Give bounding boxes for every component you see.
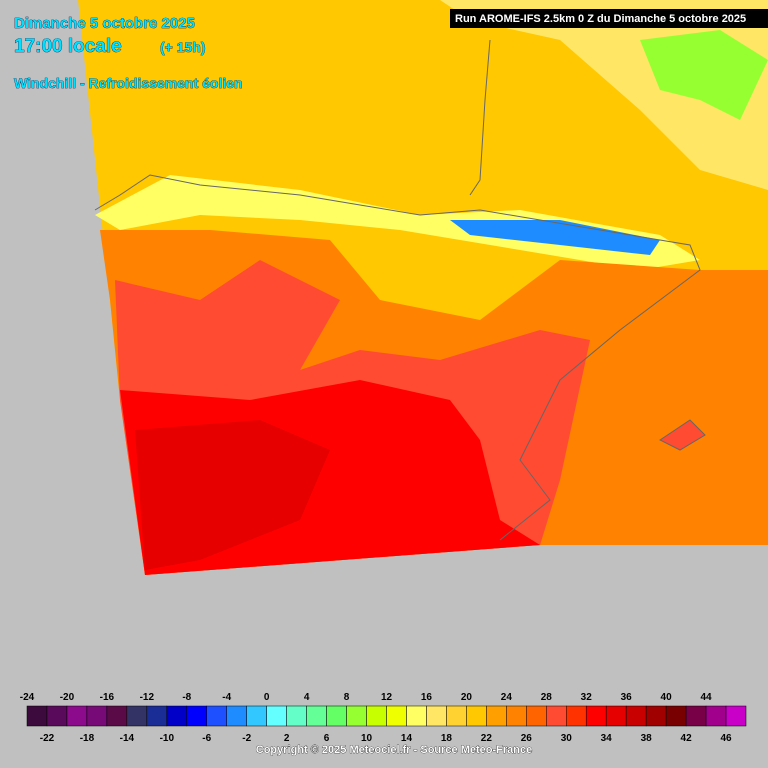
pyrenees-band [95,175,700,270]
color-label: -2 [242,733,251,744]
color-box [506,705,527,727]
color-box [426,705,447,727]
color-box [26,705,48,727]
color-label: 36 [621,692,633,703]
color-box [146,705,168,727]
color-label: 38 [641,733,653,744]
color-box [605,705,627,727]
run-box [450,9,768,28]
color-box [246,705,267,727]
coastline [94,174,701,541]
color-label: -20 [60,692,75,703]
time: 17:00 locale [14,36,122,57]
color-box [86,705,108,727]
color-label: 26 [521,733,533,744]
color-label: 32 [581,692,593,703]
color-box [705,705,727,727]
alps-cool [640,30,768,120]
color-label: -6 [202,733,211,744]
color-label: 16 [421,692,433,703]
andalusia [135,420,330,570]
copyright: Copyright © 2025 Meteociel.fr - Source M… [256,744,532,756]
color-box [386,705,407,727]
color-label: -8 [182,692,191,703]
color-label: 2 [284,733,290,744]
color-box [226,705,247,727]
color-box [625,705,647,727]
color-label: 22 [481,733,493,744]
color-box [286,705,307,727]
color-box [346,705,367,727]
color-label: 30 [561,733,573,744]
color-box [585,705,607,727]
lead: (+ 15h) [160,39,206,55]
color-box [446,705,467,727]
color-box [466,705,487,727]
color-box [166,705,188,727]
color-box [406,705,427,727]
color-box [546,705,567,727]
color-box [206,705,227,727]
color-box [366,705,387,727]
island [659,419,706,451]
color-box [725,705,747,727]
color-label: -14 [120,733,135,744]
color-box [66,705,88,727]
color-box [665,705,687,727]
color-label: -10 [160,733,175,744]
color-box [126,705,148,727]
parameter: Windchill - Refroidissement éolien [14,75,243,91]
color-label: -12 [140,692,155,703]
color-label: 20 [461,692,473,703]
pyrenees-cold [450,220,660,255]
coastline [469,39,491,196]
color-label: 12 [381,692,393,703]
color-box [326,705,347,727]
colorbar: -24-22-20-18-16-14-12-10-8-6-4-202468101… [20,692,747,744]
run: Run AROME-IFS 2.5km 0 Z du Dimanche 5 oc… [455,13,746,25]
color-label: 8 [344,692,350,703]
color-label: 10 [361,733,373,744]
color-box [306,705,327,727]
color-label: 0 [264,692,270,703]
color-box [685,705,707,727]
color-box [526,705,547,727]
color-label: 24 [501,692,513,703]
color-label: 6 [324,733,330,744]
date: Dimanche 5 octobre 2025 [14,15,195,32]
color-label: 28 [541,692,553,703]
color-label: 18 [441,733,453,744]
color-box [46,705,68,727]
color-box [645,705,667,727]
color-label: 42 [681,733,693,744]
color-label: 46 [720,733,732,744]
color-label: 40 [661,692,673,703]
color-label: -22 [40,733,55,744]
color-label: -16 [100,692,115,703]
color-box [266,705,287,727]
color-box [186,705,207,727]
color-label: 4 [304,692,310,703]
color-label: -18 [80,733,95,744]
color-box [486,705,507,727]
color-box [106,705,128,727]
color-label: 34 [601,733,613,744]
color-label: 14 [401,733,413,744]
color-label: -24 [20,692,35,703]
color-label: 44 [700,692,712,703]
color-box [566,705,587,727]
color-label: -4 [222,692,231,703]
